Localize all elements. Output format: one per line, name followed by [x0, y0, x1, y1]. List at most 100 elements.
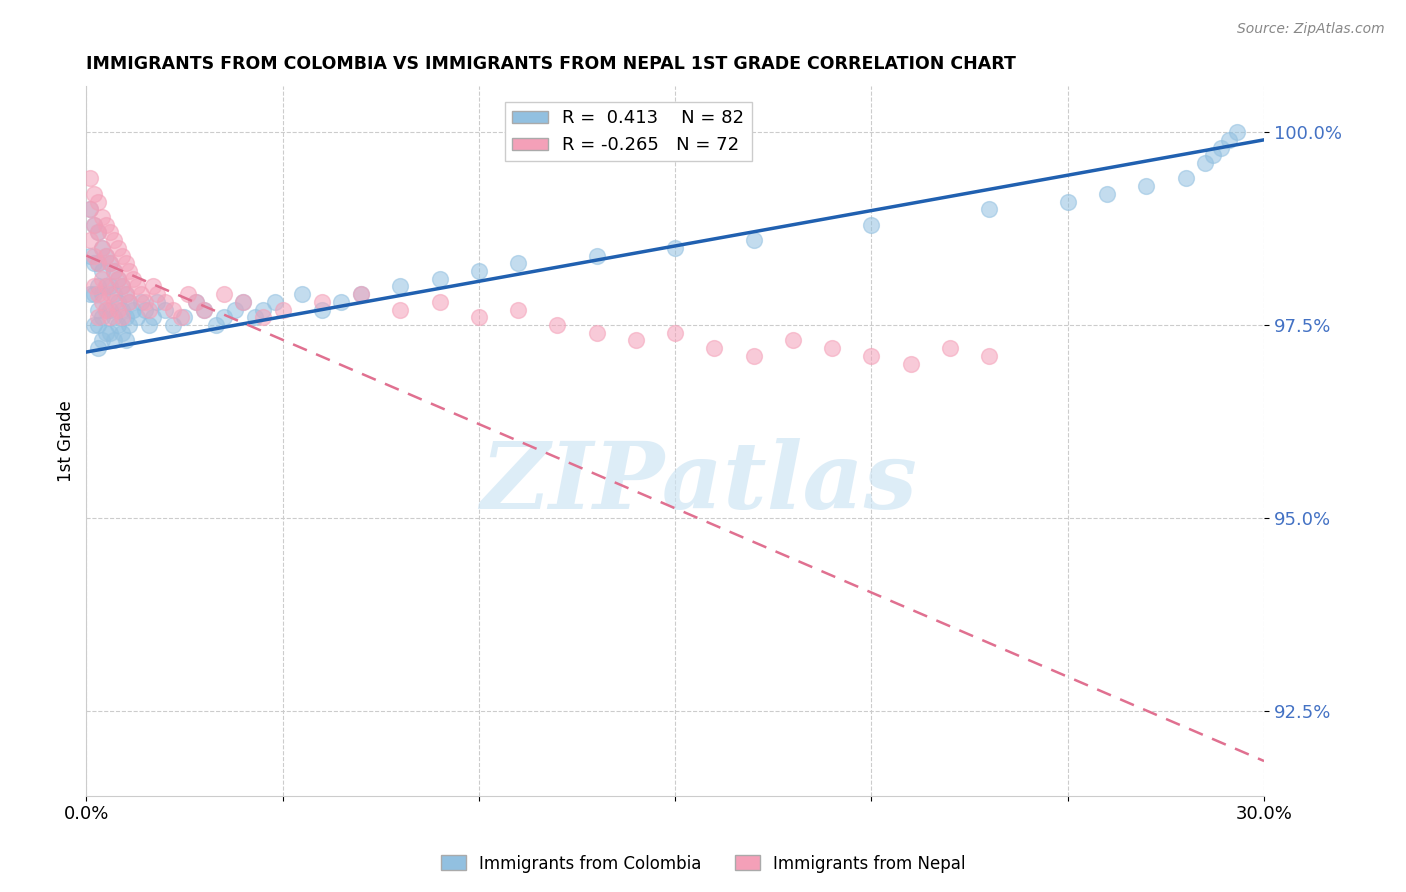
- Point: [103, 334, 125, 348]
- Point: [111, 310, 134, 325]
- Point: [87, 310, 110, 325]
- Point: [138, 318, 160, 332]
- Point: [83, 287, 105, 301]
- Text: Source: ZipAtlas.com: Source: ZipAtlas.com: [1237, 22, 1385, 37]
- Text: ZIPatlas: ZIPatlas: [481, 438, 917, 528]
- Point: [429, 294, 451, 309]
- Point: [111, 302, 134, 317]
- Point: [252, 310, 274, 325]
- Point: [429, 271, 451, 285]
- Point: [118, 318, 141, 332]
- Point: [103, 294, 125, 309]
- Point: [585, 326, 607, 340]
- Point: [91, 271, 114, 285]
- Point: [664, 241, 686, 255]
- Point: [1174, 171, 1197, 186]
- Point: [98, 279, 121, 293]
- Point: [94, 279, 117, 293]
- Point: [79, 202, 101, 217]
- Point: [114, 287, 136, 301]
- Point: [212, 310, 235, 325]
- Point: [83, 256, 105, 270]
- Point: [291, 287, 314, 301]
- Point: [91, 334, 114, 348]
- Point: [939, 341, 962, 355]
- Point: [98, 226, 121, 240]
- Point: [1056, 194, 1078, 209]
- Point: [118, 264, 141, 278]
- Point: [122, 302, 145, 317]
- Point: [91, 241, 114, 255]
- Point: [107, 318, 129, 332]
- Point: [468, 264, 491, 278]
- Point: [153, 294, 176, 309]
- Point: [1226, 125, 1249, 139]
- Point: [212, 287, 235, 301]
- Point: [742, 233, 765, 247]
- Point: [107, 271, 129, 285]
- Point: [1209, 140, 1232, 154]
- Point: [742, 349, 765, 363]
- Point: [87, 341, 110, 355]
- Point: [103, 264, 125, 278]
- Point: [134, 302, 156, 317]
- Point: [98, 302, 121, 317]
- Text: IMMIGRANTS FROM COLOMBIA VS IMMIGRANTS FROM NEPAL 1ST GRADE CORRELATION CHART: IMMIGRANTS FROM COLOMBIA VS IMMIGRANTS F…: [86, 55, 1017, 73]
- Point: [79, 233, 101, 247]
- Point: [91, 294, 114, 309]
- Point: [87, 318, 110, 332]
- Point: [252, 302, 274, 317]
- Point: [508, 256, 530, 270]
- Point: [350, 287, 373, 301]
- Point: [1135, 179, 1157, 194]
- Point: [263, 294, 285, 309]
- Point: [94, 249, 117, 263]
- Point: [94, 279, 117, 293]
- Point: [193, 302, 215, 317]
- Point: [91, 210, 114, 224]
- Point: [98, 310, 121, 325]
- Point: [79, 202, 101, 217]
- Point: [79, 171, 101, 186]
- Point: [821, 341, 844, 355]
- Point: [1202, 148, 1225, 162]
- Point: [129, 287, 152, 301]
- Point: [87, 194, 110, 209]
- Legend: R =  0.413    N = 82, R = -0.265   N = 72: R = 0.413 N = 82, R = -0.265 N = 72: [505, 102, 752, 161]
- Point: [98, 256, 121, 270]
- Point: [83, 279, 105, 293]
- Point: [83, 218, 105, 232]
- Point: [546, 318, 568, 332]
- Point: [103, 264, 125, 278]
- Point: [103, 287, 125, 301]
- Point: [91, 241, 114, 255]
- Point: [79, 249, 101, 263]
- Point: [193, 302, 215, 317]
- Point: [979, 202, 1001, 217]
- Point: [122, 271, 145, 285]
- Point: [173, 310, 195, 325]
- Point: [664, 326, 686, 340]
- Point: [94, 218, 117, 232]
- Point: [508, 302, 530, 317]
- Point: [624, 334, 647, 348]
- Point: [162, 318, 184, 332]
- Point: [91, 310, 114, 325]
- Point: [142, 310, 165, 325]
- Point: [107, 241, 129, 255]
- Point: [111, 326, 134, 340]
- Point: [153, 302, 176, 317]
- Point: [205, 318, 228, 332]
- Point: [703, 341, 725, 355]
- Y-axis label: 1st Grade: 1st Grade: [58, 400, 75, 482]
- Point: [103, 233, 125, 247]
- Point: [468, 310, 491, 325]
- Point: [243, 310, 266, 325]
- Point: [118, 294, 141, 309]
- Point: [91, 287, 114, 301]
- Point: [111, 279, 134, 293]
- Point: [129, 294, 152, 309]
- Point: [142, 279, 165, 293]
- Point: [111, 279, 134, 293]
- Point: [87, 279, 110, 293]
